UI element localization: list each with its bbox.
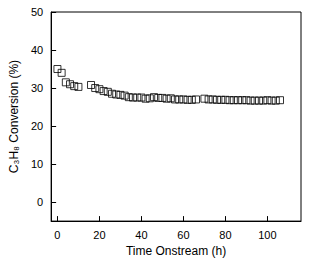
- svg-text:50: 50: [31, 6, 43, 18]
- svg-text:C₃H₈ Conversion (%): C₃H₈ Conversion (%): [7, 60, 21, 173]
- svg-text:40: 40: [135, 229, 147, 241]
- svg-text:80: 80: [219, 229, 231, 241]
- svg-text:100: 100: [258, 229, 276, 241]
- svg-text:0: 0: [54, 229, 60, 241]
- svg-text:20: 20: [31, 120, 43, 132]
- svg-text:60: 60: [177, 229, 189, 241]
- svg-text:40: 40: [31, 44, 43, 56]
- svg-text:0: 0: [37, 196, 43, 208]
- svg-text:Time Onstream (h): Time Onstream (h): [126, 244, 226, 258]
- svg-text:10: 10: [31, 158, 43, 170]
- svg-text:30: 30: [31, 82, 43, 94]
- svg-text:20: 20: [93, 229, 105, 241]
